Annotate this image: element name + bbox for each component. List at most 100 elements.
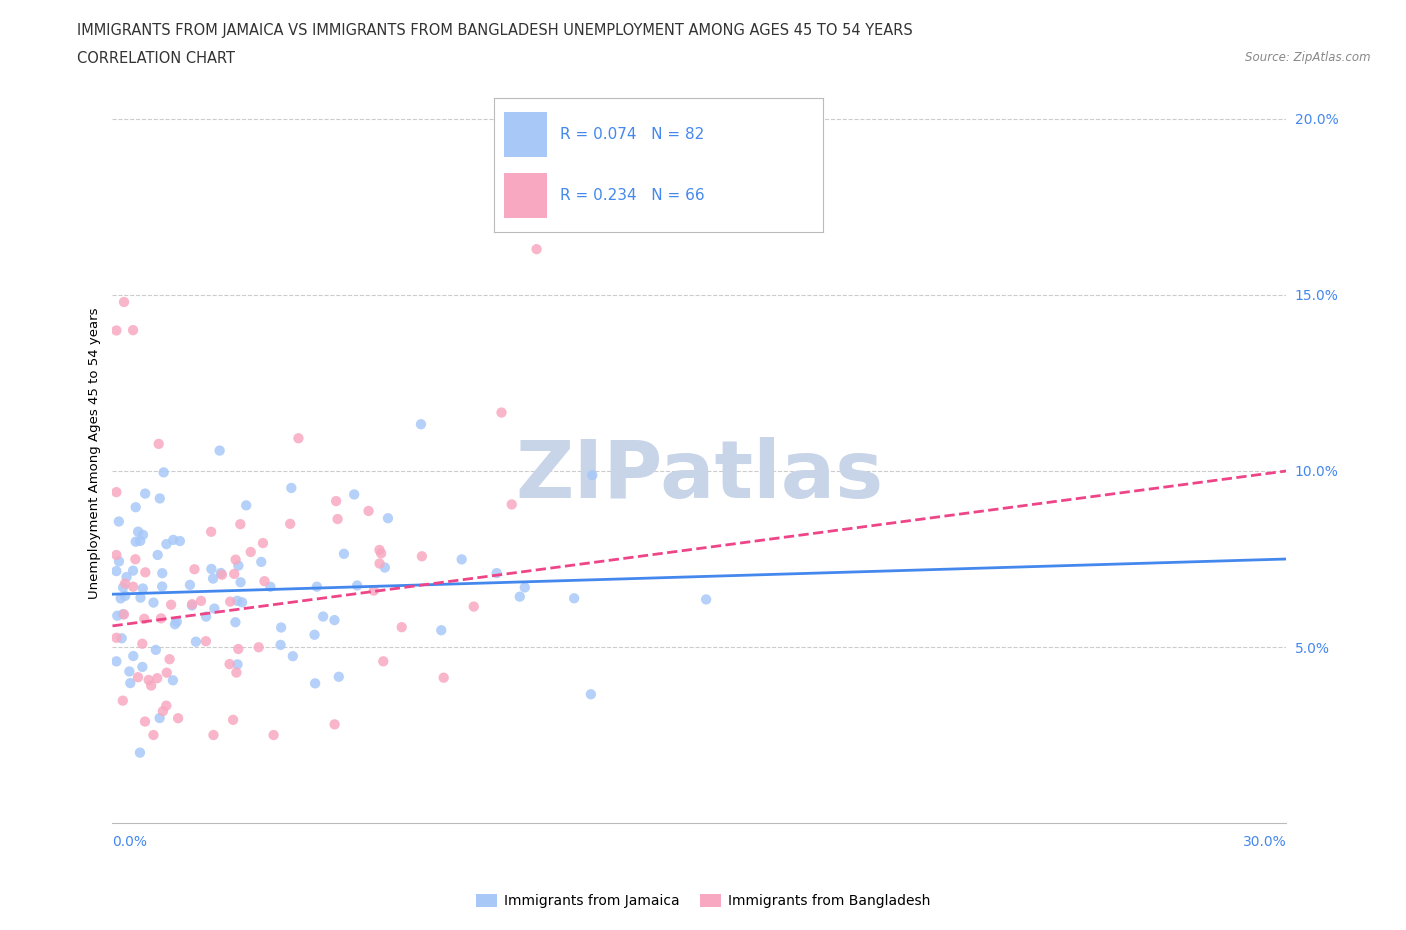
Point (224, 615, 246, 630)
Point (146, 548, 169, 563)
Point (150, 565, 173, 580)
Point (149, 491, 172, 506)
Point (581, 468, 603, 483)
Point (125, 499, 148, 514)
Point (304, 676, 326, 691)
Point (374, 560, 396, 575)
Point (166, 614, 188, 629)
Point (226, 657, 249, 671)
Point (134, 565, 156, 579)
Point (695, 592, 717, 607)
Point (218, 657, 240, 671)
Point (167, 711, 190, 725)
Point (323, 717, 346, 732)
Point (278, 516, 301, 531)
Point (235, 498, 257, 512)
Point (225, 552, 247, 567)
Point (184, 634, 207, 649)
Point (433, 671, 456, 685)
Point (122, 579, 145, 594)
Text: 30.0%: 30.0% (1243, 835, 1286, 849)
Point (142, 595, 165, 610)
Point (225, 665, 247, 680)
Point (229, 575, 252, 590)
Point (562, 591, 585, 605)
Point (149, 711, 172, 725)
Point (156, 665, 179, 680)
Point (105, 654, 128, 669)
Point (259, 579, 281, 594)
Point (159, 652, 181, 667)
Point (363, 583, 385, 598)
Point (202, 601, 225, 616)
Point (229, 517, 252, 532)
Point (202, 727, 225, 742)
Point (129, 534, 152, 549)
Point (134, 611, 156, 626)
Point (526, 242, 548, 257)
Y-axis label: Unemployment Among Ages 45 to 54 years: Unemployment Among Ages 45 to 54 years (89, 308, 101, 599)
Point (127, 525, 149, 539)
Point (183, 562, 205, 577)
Point (226, 593, 249, 608)
Point (105, 485, 128, 499)
Point (287, 431, 309, 445)
Point (270, 637, 292, 652)
Point (200, 525, 222, 539)
Point (231, 595, 253, 610)
Point (160, 597, 183, 612)
Point (122, 323, 145, 338)
Point (148, 436, 170, 451)
Point (211, 567, 233, 582)
Point (228, 558, 250, 573)
Point (222, 712, 245, 727)
Point (179, 578, 201, 592)
Point (323, 613, 346, 628)
Point (370, 546, 392, 561)
Point (118, 664, 141, 679)
Text: IMMIGRANTS FROM JAMAICA VS IMMIGRANTS FROM BANGLADESH UNEMPLOYMENT AMONG AGES 45: IMMIGRANTS FROM JAMAICA VS IMMIGRANTS FR… (77, 23, 912, 38)
Point (125, 534, 148, 549)
Point (270, 620, 292, 635)
Point (129, 591, 152, 605)
Point (333, 546, 356, 561)
Point (131, 636, 153, 651)
Text: 0.0%: 0.0% (112, 835, 148, 849)
Point (224, 566, 246, 581)
Point (134, 486, 156, 501)
Point (368, 542, 391, 557)
Point (162, 533, 184, 548)
Point (280, 481, 302, 496)
Point (155, 698, 177, 713)
Point (219, 594, 242, 609)
Point (105, 631, 128, 645)
Point (226, 642, 249, 657)
Point (250, 554, 273, 569)
Point (105, 548, 128, 563)
Point (181, 598, 204, 613)
Point (409, 417, 432, 432)
Point (146, 671, 169, 685)
Point (209, 565, 232, 580)
Point (195, 609, 218, 624)
Point (281, 649, 304, 664)
Point (513, 580, 536, 595)
Point (328, 670, 350, 684)
Text: ZIPatlas: ZIPatlas (516, 436, 883, 514)
Point (501, 497, 523, 512)
Point (391, 619, 413, 634)
Point (112, 295, 135, 310)
Point (134, 714, 156, 729)
Point (253, 574, 276, 589)
Point (162, 673, 184, 688)
Point (108, 554, 131, 569)
Point (127, 670, 149, 684)
Point (145, 643, 167, 658)
Point (152, 704, 174, 719)
Point (124, 551, 146, 566)
Point (138, 672, 160, 687)
Point (111, 631, 134, 645)
Point (247, 640, 270, 655)
Point (169, 534, 191, 549)
Point (112, 580, 135, 595)
